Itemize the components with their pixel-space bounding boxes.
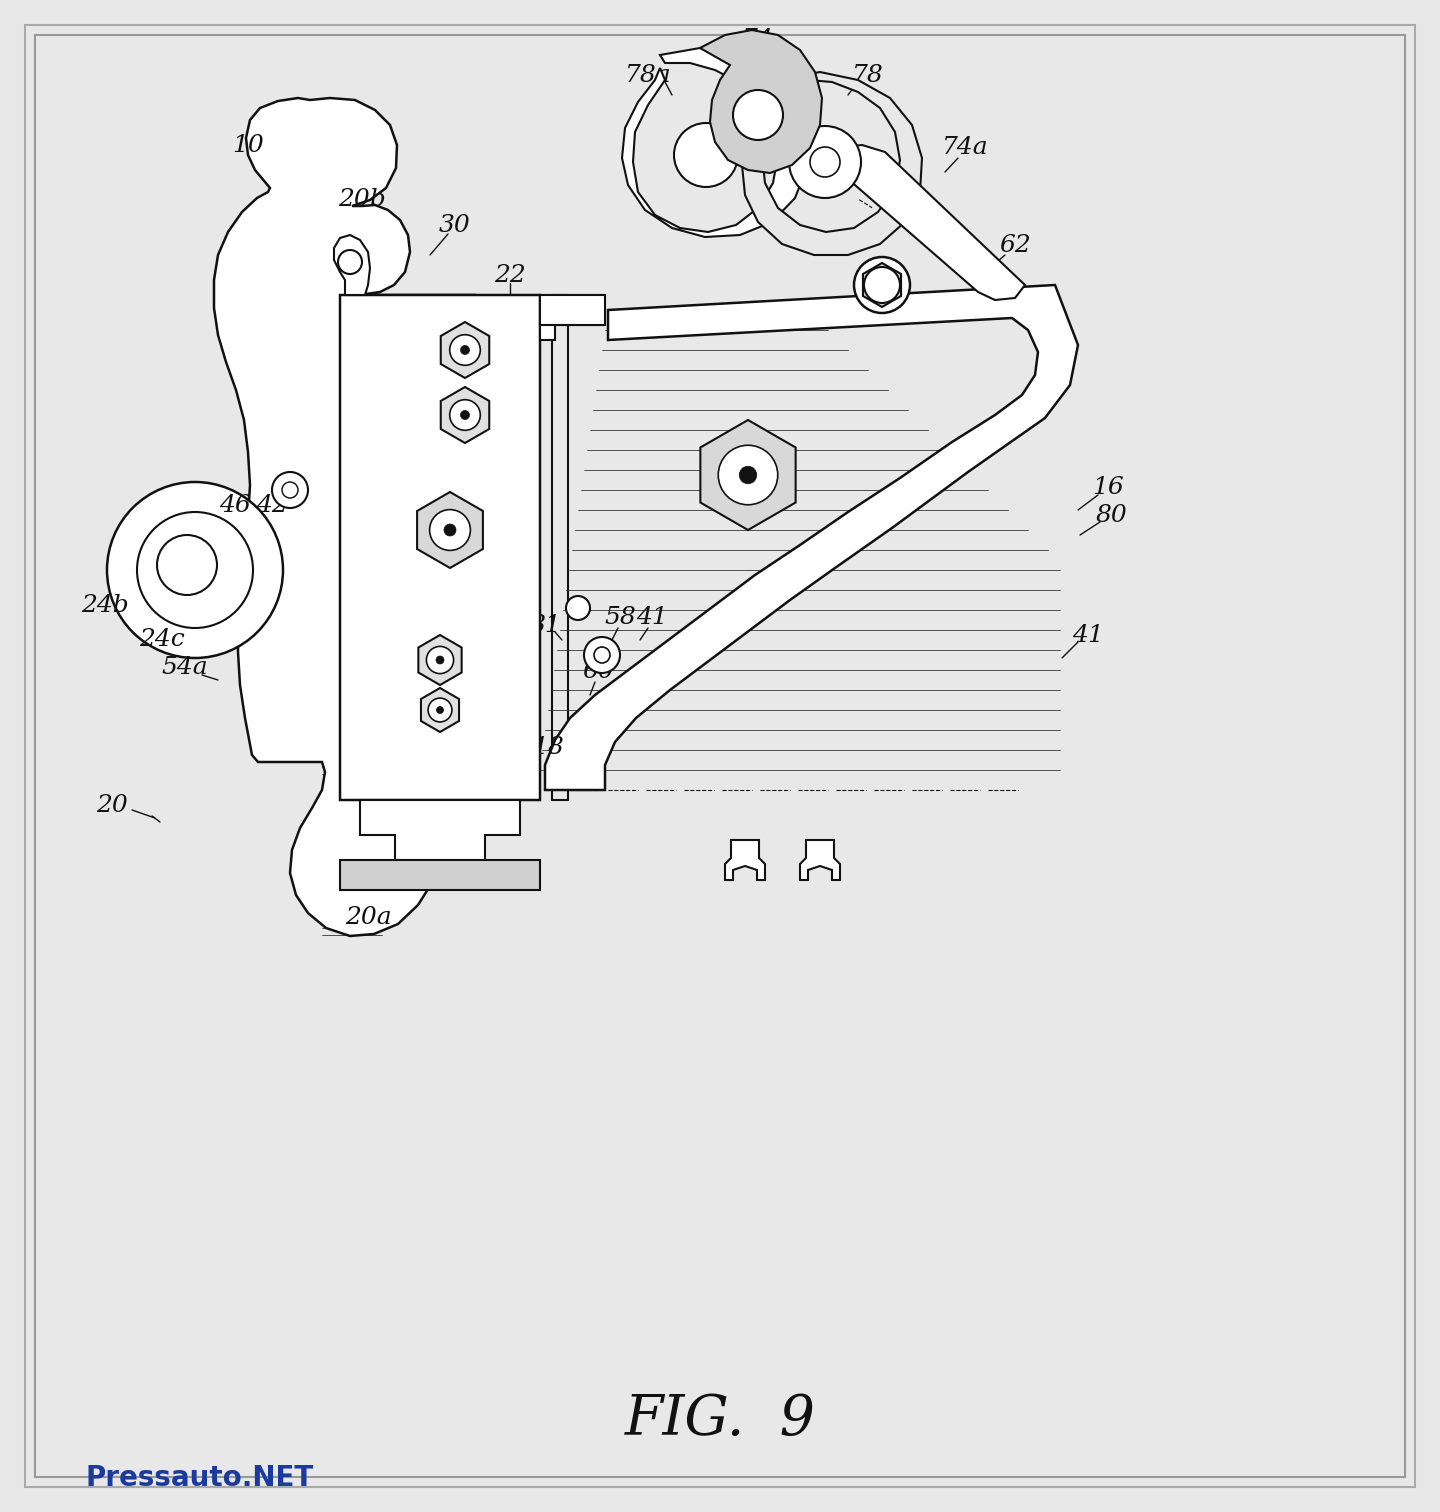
Polygon shape: [340, 860, 540, 891]
Circle shape: [157, 535, 217, 596]
Text: 74a: 74a: [942, 136, 988, 159]
Circle shape: [566, 596, 590, 620]
Polygon shape: [540, 295, 600, 340]
Polygon shape: [441, 322, 490, 378]
Polygon shape: [622, 48, 808, 237]
Text: 20: 20: [96, 794, 128, 816]
Text: 41: 41: [1073, 623, 1104, 647]
Text: 24b: 24b: [81, 594, 128, 617]
Circle shape: [719, 445, 778, 505]
Text: 20a: 20a: [344, 907, 392, 930]
Text: 46: 46: [219, 493, 251, 517]
Polygon shape: [418, 491, 482, 569]
Circle shape: [444, 525, 456, 535]
Polygon shape: [215, 98, 480, 936]
Circle shape: [461, 410, 469, 419]
Polygon shape: [420, 688, 459, 732]
Circle shape: [461, 346, 469, 354]
Circle shape: [809, 147, 840, 177]
Text: 58: 58: [605, 606, 636, 629]
Circle shape: [674, 122, 739, 187]
Text: 24c: 24c: [140, 629, 184, 652]
Circle shape: [107, 482, 284, 658]
Polygon shape: [35, 35, 1405, 1477]
Text: 54: 54: [446, 709, 478, 732]
Circle shape: [429, 510, 471, 550]
Circle shape: [436, 656, 444, 664]
Text: 10: 10: [232, 133, 264, 157]
Circle shape: [733, 91, 783, 141]
Text: 42: 42: [256, 493, 288, 517]
Text: 30: 30: [439, 213, 471, 236]
Circle shape: [436, 706, 444, 714]
Text: 62: 62: [999, 233, 1031, 257]
Text: 78: 78: [852, 64, 884, 86]
Circle shape: [137, 513, 253, 627]
Circle shape: [739, 466, 757, 484]
Circle shape: [449, 334, 481, 366]
Polygon shape: [360, 800, 520, 860]
Text: 78a: 78a: [625, 64, 671, 86]
Circle shape: [595, 647, 611, 662]
Polygon shape: [340, 295, 540, 800]
Text: 41: 41: [636, 606, 668, 629]
Text: 16: 16: [1092, 476, 1123, 499]
Text: 74: 74: [742, 29, 773, 51]
Text: Pressauto.NET: Pressauto.NET: [85, 1464, 314, 1492]
Circle shape: [449, 399, 481, 431]
Circle shape: [864, 268, 900, 302]
Polygon shape: [700, 420, 796, 531]
Polygon shape: [540, 295, 605, 325]
Text: 18: 18: [533, 736, 564, 759]
Text: 80: 80: [1096, 503, 1128, 526]
Text: 54a: 54a: [161, 656, 209, 679]
Text: FIG.  9: FIG. 9: [625, 1393, 815, 1447]
Polygon shape: [441, 387, 490, 443]
Text: 20b: 20b: [338, 189, 386, 212]
Polygon shape: [742, 73, 922, 256]
Circle shape: [338, 249, 361, 274]
Text: 22: 22: [494, 263, 526, 286]
Circle shape: [585, 637, 621, 673]
Text: 81: 81: [528, 614, 560, 637]
Circle shape: [789, 125, 861, 198]
Polygon shape: [819, 145, 1025, 299]
Polygon shape: [334, 234, 370, 295]
Polygon shape: [801, 841, 840, 880]
Circle shape: [426, 647, 454, 674]
Polygon shape: [419, 635, 462, 685]
Circle shape: [428, 699, 452, 721]
Polygon shape: [544, 284, 1079, 789]
Polygon shape: [863, 263, 901, 307]
Circle shape: [854, 257, 910, 313]
Circle shape: [282, 482, 298, 497]
Polygon shape: [700, 30, 822, 172]
Circle shape: [272, 472, 308, 508]
Text: 60: 60: [582, 661, 613, 683]
Polygon shape: [724, 841, 765, 880]
